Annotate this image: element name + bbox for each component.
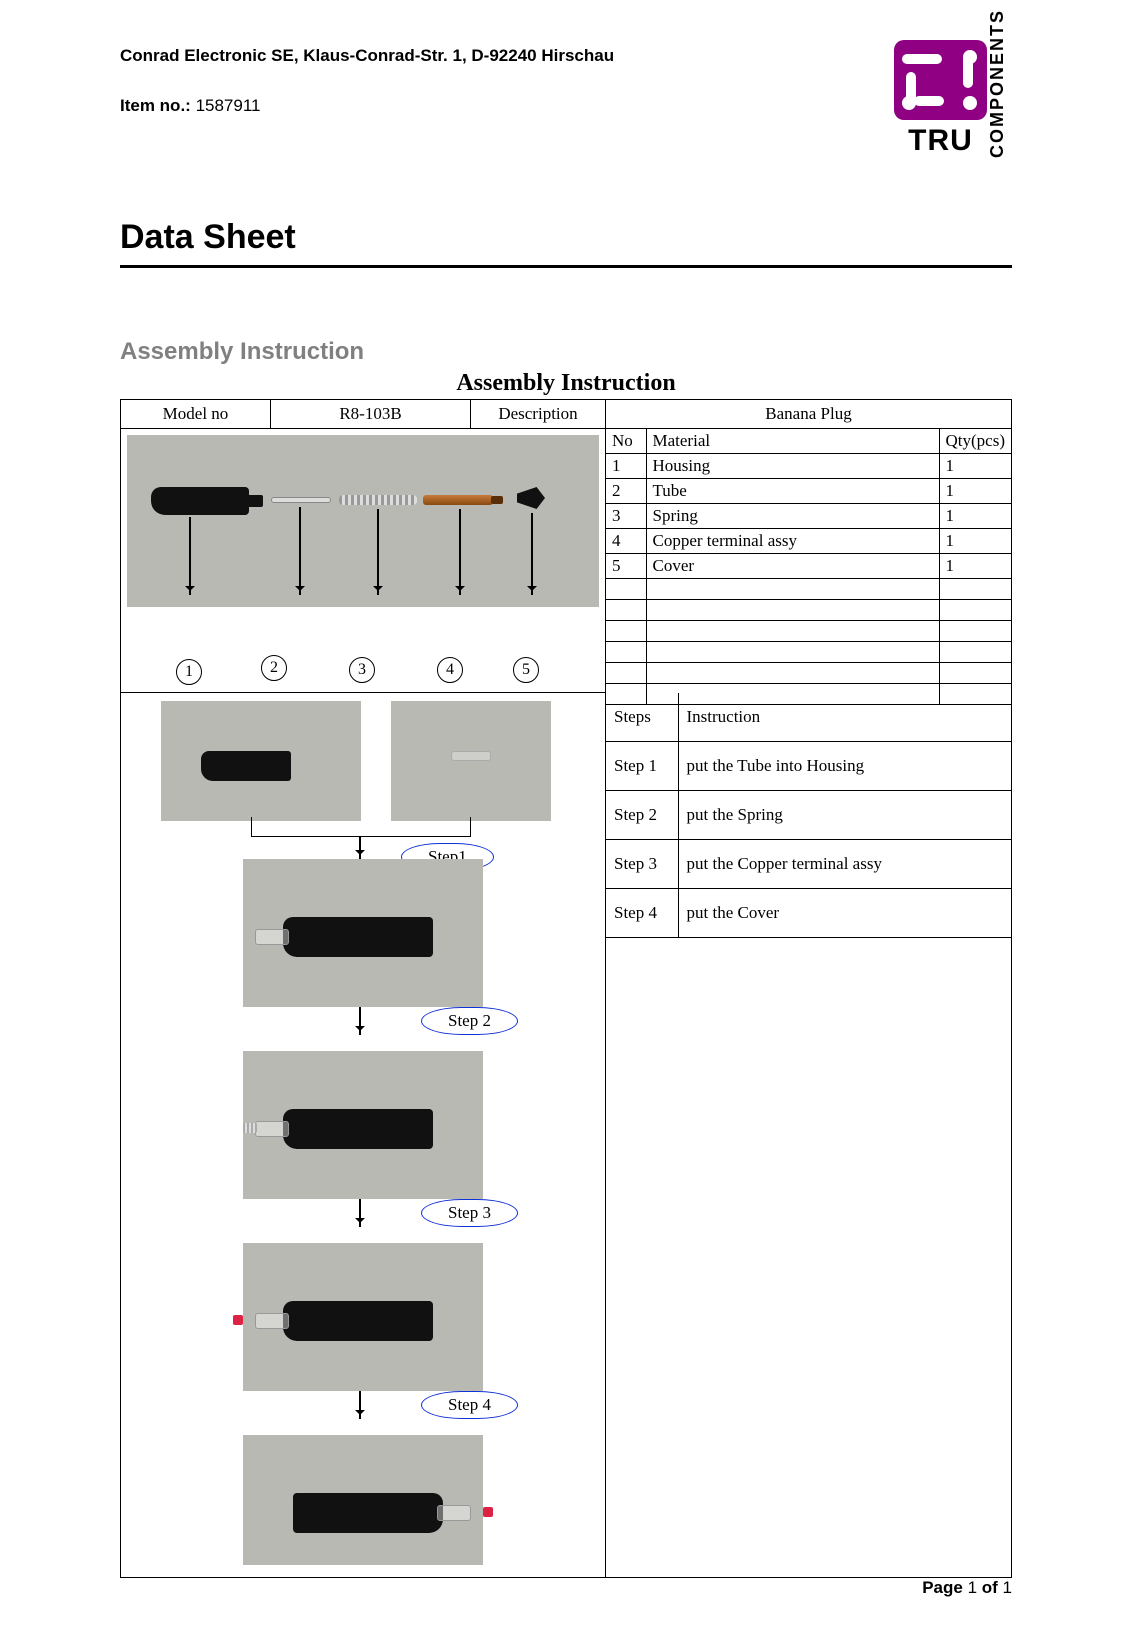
step2-photo	[243, 859, 483, 1007]
materials-blank-row	[606, 579, 1011, 600]
materials-hdr-qty: Qty(pcs)	[939, 429, 1011, 454]
materials-row: 5Cover1	[606, 554, 1011, 579]
callout-3: 3	[349, 657, 375, 683]
steps-row: Step 1put the Tube into Housing	[606, 742, 1011, 791]
step3-photo	[243, 1051, 483, 1199]
part-housing-icon	[151, 487, 249, 515]
assembly-sheet: Model no R8-103B Description Banana Plug…	[120, 399, 1012, 1578]
materials-row: 4Copper terminal assy1	[606, 529, 1011, 554]
steps-header-row: Steps Instruction	[606, 693, 1011, 742]
materials-row: 1Housing1	[606, 454, 1011, 479]
logo-tru-text: TRU	[894, 124, 987, 158]
logo-square-icon	[894, 40, 987, 120]
materials-blank-row	[606, 663, 1011, 684]
page-title: Data Sheet	[120, 218, 1012, 268]
part-spring-icon	[339, 495, 417, 505]
step3-arrow: Step 3	[121, 1199, 605, 1235]
callout-5: 5	[513, 657, 539, 683]
step2-label: Step 2	[421, 1007, 518, 1035]
header-text: Conrad Electronic SE, Klaus-Conrad-Str. …	[120, 40, 894, 116]
step3-label: Step 3	[421, 1199, 518, 1227]
steps-row: Step 3put the Copper terminal assy	[606, 840, 1011, 889]
materials-hdr-no: No	[606, 429, 646, 454]
step1-photos	[121, 693, 605, 821]
materials-header-row: No Material Qty(pcs)	[606, 429, 1011, 454]
final-photo	[243, 1435, 483, 1565]
step1-photo-tube	[391, 701, 551, 821]
callout-4: 4	[437, 657, 463, 683]
footer-page: 1	[968, 1578, 977, 1597]
materials-blank-row	[606, 621, 1011, 642]
step1-photo-housing	[161, 701, 361, 821]
header: Conrad Electronic SE, Klaus-Conrad-Str. …	[120, 40, 1012, 158]
description-label: Description	[471, 400, 606, 428]
steps-hdr-instr: Instruction	[678, 693, 1011, 742]
steps-hdr-step: Steps	[606, 693, 678, 742]
footer-total: 1	[1003, 1578, 1012, 1597]
model-label: Model no	[121, 400, 271, 428]
page-footer: Page 1 of 1	[922, 1578, 1012, 1598]
step4-label: Step 4	[421, 1391, 518, 1419]
materials-blank-row	[606, 642, 1011, 663]
item-label: Item no.:	[120, 96, 196, 115]
company-line: Conrad Electronic SE, Klaus-Conrad-Str. …	[120, 46, 894, 66]
step2-photo-wrap	[121, 851, 605, 1007]
callout-1: 1	[176, 659, 202, 685]
callout-2: 2	[261, 655, 287, 681]
tru-components-logo: TRU COMPONENTS	[894, 40, 1012, 158]
footer-page-label: Page	[922, 1578, 967, 1597]
steps-row: Step 2put the Spring	[606, 791, 1011, 840]
assembly-title: Assembly Instruction	[120, 370, 1012, 397]
step4-arrow: Step 4	[121, 1391, 605, 1427]
step4-photo	[243, 1243, 483, 1391]
footer-of-label: of	[977, 1578, 1003, 1597]
materials-row: 2Tube1	[606, 479, 1011, 504]
step1-connector: Step1	[121, 821, 605, 851]
mid-section: 1 2 3 4 5 St	[121, 429, 1011, 1577]
page: Conrad Electronic SE, Klaus-Conrad-Str. …	[0, 0, 1132, 1638]
right-tables: No Material Qty(pcs) 1Housing1 2Tube1 3S…	[606, 429, 1011, 1577]
photo-column: 1 2 3 4 5 St	[121, 429, 606, 1577]
section-heading: Assembly Instruction	[120, 338, 1012, 366]
logo-components-text: COMPONENTS	[987, 40, 1012, 158]
materials-blank-row	[606, 600, 1011, 621]
item-number: 1587911	[196, 96, 261, 115]
steps-row: Step 4put the Cover	[606, 889, 1011, 938]
materials-hdr-material: Material	[646, 429, 939, 454]
part-copper-icon	[423, 495, 493, 505]
final-photo-wrap	[121, 1427, 605, 1577]
part-tube-icon	[271, 497, 331, 503]
step4-photo-wrap	[121, 1235, 605, 1391]
step2-arrow: Step 2	[121, 1007, 605, 1043]
item-line: Item no.: 1587911	[120, 96, 894, 116]
materials-row: 3Spring1	[606, 504, 1011, 529]
exploded-view: 1 2 3 4 5	[121, 429, 605, 693]
materials-table: No Material Qty(pcs) 1Housing1 2Tube1 3S…	[606, 429, 1011, 693]
description-value: Banana Plug	[606, 400, 1011, 428]
steps-table: Steps Instruction Step 1put the Tube int…	[606, 693, 1011, 938]
step3-photo-wrap	[121, 1043, 605, 1199]
info-row: Model no R8-103B Description Banana Plug	[121, 400, 1011, 429]
model-value: R8-103B	[271, 400, 471, 428]
